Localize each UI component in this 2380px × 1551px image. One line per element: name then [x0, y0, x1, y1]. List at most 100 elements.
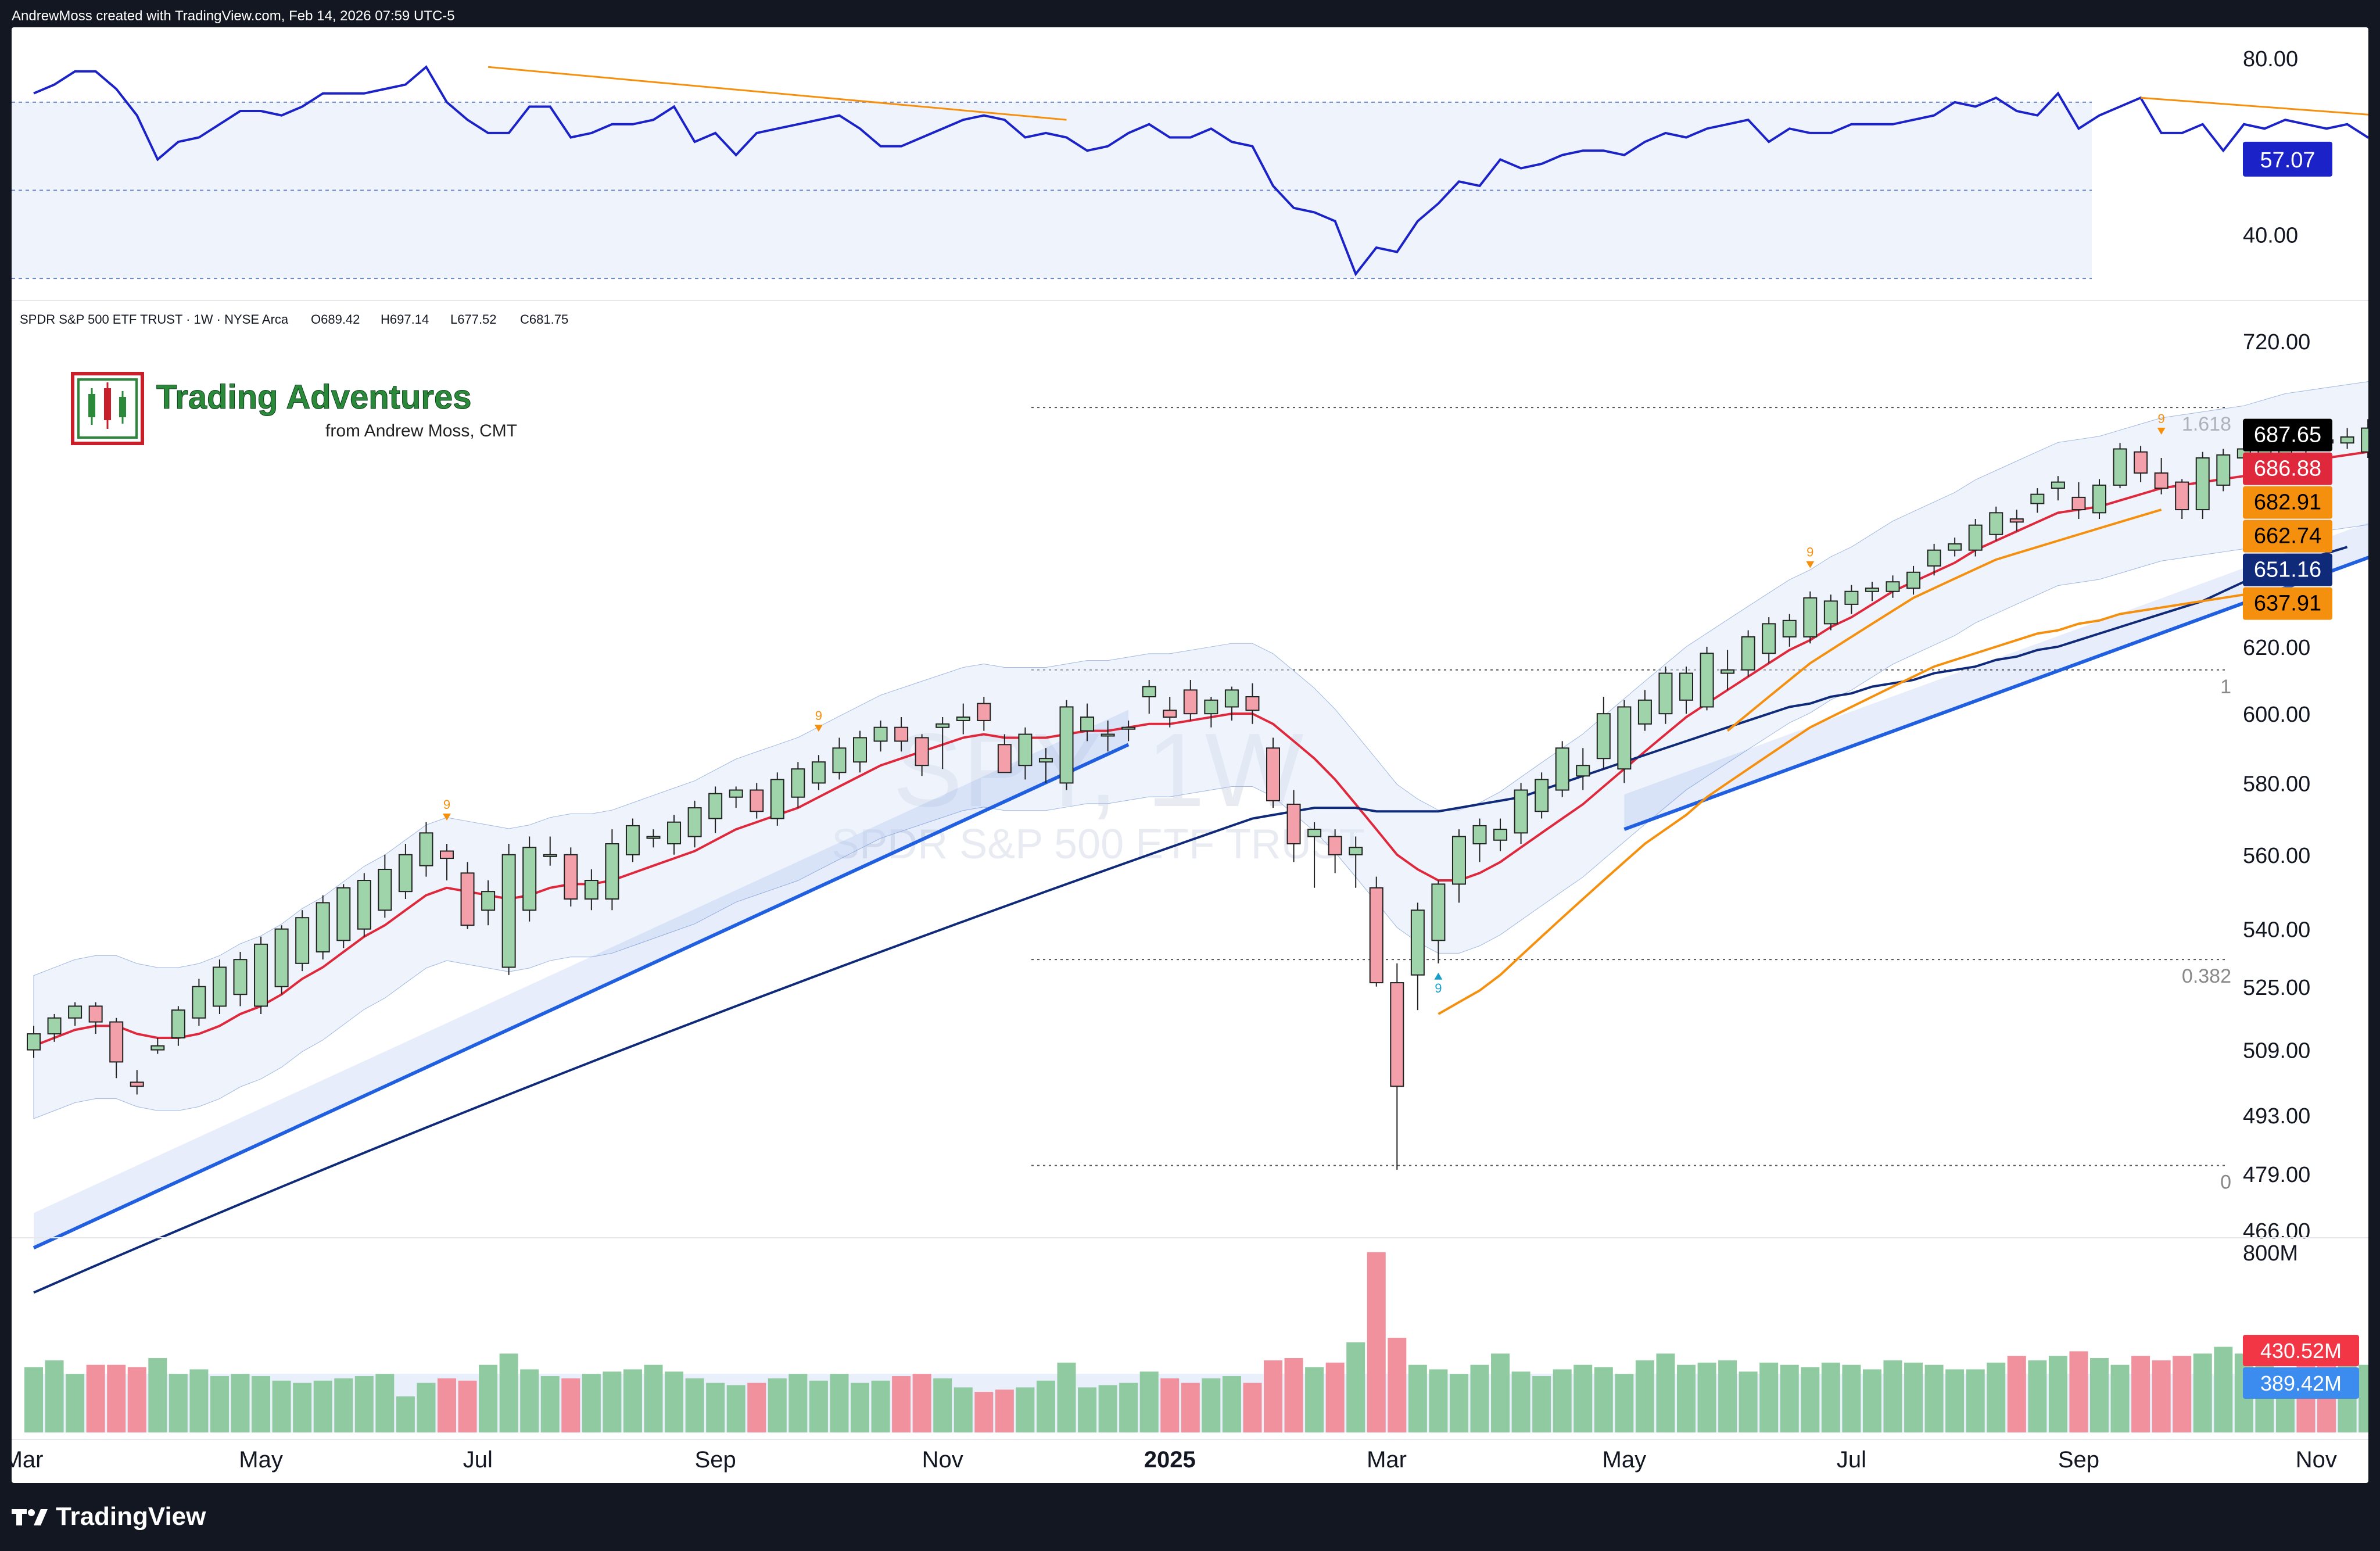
candle-body-up	[274, 928, 289, 987]
candle	[68, 1002, 83, 1026]
ma-200-line	[33, 546, 2348, 1294]
candle-body-up	[770, 779, 784, 819]
candle	[1803, 591, 1818, 644]
candle-body-down	[1163, 710, 1177, 718]
td-count-arrow	[1434, 972, 1443, 980]
volume-bar-up	[1615, 1374, 1634, 1432]
volume-bar-up	[231, 1374, 250, 1432]
candle	[2092, 479, 2106, 519]
candle-body-up	[27, 1033, 41, 1051]
rsi-current-value: 57.07	[2260, 148, 2315, 173]
candle-body-down	[440, 850, 454, 859]
td-count-arrow	[814, 725, 823, 732]
candle-body-up	[1823, 600, 1838, 625]
volume-bar-up	[2214, 1346, 2233, 1432]
volume-bar-up	[1821, 1362, 1840, 1432]
trend-channel-0	[34, 710, 1129, 1248]
candle-body-down	[2154, 472, 2168, 489]
rsi-trendline-1	[2140, 96, 2368, 116]
chart-area[interactable]: 80.00 40.00 57.07 SPDR S&P 500 ETF TRUST ·…	[12, 27, 2368, 1483]
candle	[1142, 680, 1156, 714]
fib-label: 0.382	[2182, 965, 2231, 987]
candle-body-up	[1803, 597, 1818, 637]
candle	[1163, 696, 1177, 728]
volume-bar-up	[293, 1382, 312, 1432]
price-tick-label: 540.00	[2243, 918, 2310, 943]
volume-bar-down	[1284, 1358, 1303, 1432]
candle-body-up	[501, 854, 516, 968]
volume-bar-up	[685, 1378, 704, 1432]
candle-body-up	[1762, 623, 1776, 654]
candle	[1576, 748, 1590, 790]
candle	[254, 936, 268, 1014]
candle	[1080, 703, 1095, 742]
axis-layer: MarMayJulSepNov2025MarMayJulSepNov2026Ma…	[12, 1439, 2368, 1473]
candle-body-up	[316, 902, 330, 952]
candle	[1596, 696, 1611, 769]
candle	[977, 696, 991, 731]
candle-body-down	[2071, 496, 2086, 511]
volume-bar-down	[2131, 1356, 2150, 1432]
watermark-name: SPDR S&P 500 ETF TRUST	[831, 821, 1365, 868]
volume-bar-up	[1966, 1369, 1985, 1432]
ohlc-open: O689.42	[311, 312, 360, 327]
volume-bar-up	[2110, 1364, 2130, 1432]
candle-body-up	[2113, 448, 2127, 486]
candle	[2361, 419, 2368, 459]
candle	[2071, 482, 2086, 519]
candle	[1865, 582, 1879, 601]
candle-body-down	[997, 744, 1012, 773]
volume-bar-down	[1388, 1338, 1407, 1432]
time-axis-label: Mar	[12, 1447, 43, 1473]
chart-canvas[interactable]: 80.00 40.00 57.07 SPDR S&P 500 ETF TRUST ·…	[12, 27, 2368, 1483]
candle	[233, 951, 248, 1006]
candle-body-up	[956, 717, 970, 721]
candle-body-down	[750, 789, 764, 812]
candle-body-up	[1741, 636, 1755, 671]
price-tick-label: 525.00	[2243, 976, 2310, 1000]
volume-bar-up	[334, 1378, 353, 1432]
price-tag-bg	[2243, 520, 2332, 553]
candle-body-down	[915, 737, 929, 766]
candle-body-down	[894, 726, 909, 742]
price-tick-label: 466.00	[2243, 1219, 2310, 1244]
volume-bar-up	[417, 1382, 436, 1432]
candle-body-down	[1286, 803, 1301, 845]
volume-bar-up	[1883, 1360, 1902, 1432]
candle	[915, 734, 929, 776]
volume-bar-up	[1862, 1369, 1881, 1432]
candle	[667, 815, 682, 855]
ohlc-low: L677.52	[450, 312, 497, 327]
candle	[88, 1002, 103, 1034]
candle-body-up	[667, 821, 682, 845]
candle-body-up	[935, 723, 950, 728]
volume-bar-up	[499, 1353, 518, 1432]
volume-bar-up	[1842, 1364, 1861, 1432]
price-tick-label: 479.00	[2243, 1163, 2310, 1187]
candle	[1451, 829, 1466, 903]
candle	[1741, 630, 1755, 677]
volume-bar-up	[45, 1360, 64, 1432]
volume-bar-down	[912, 1374, 931, 1432]
volume-bar-up	[1449, 1374, 1468, 1432]
candle-body-up	[2092, 484, 2106, 514]
candle	[1989, 506, 2003, 541]
candle	[1555, 741, 1569, 797]
volume-bar-up	[1945, 1369, 1965, 1432]
candle	[501, 844, 516, 975]
candle-body-up	[1865, 588, 1879, 592]
candle-body-up	[522, 847, 537, 911]
candle	[687, 800, 702, 848]
candle	[109, 1018, 124, 1079]
candle	[2030, 488, 2045, 513]
candle	[336, 884, 351, 948]
candle-body-up	[605, 843, 619, 900]
candle	[956, 703, 970, 735]
candle-body-up	[1782, 619, 1797, 637]
logo-subtitle: from Andrew Moss, CMT	[325, 421, 517, 440]
candle-body-down	[1183, 689, 1198, 715]
candle-body-up	[832, 747, 847, 773]
candle	[1637, 690, 1652, 731]
candle-body-up	[192, 986, 206, 1019]
volume-bar-up	[169, 1374, 188, 1432]
